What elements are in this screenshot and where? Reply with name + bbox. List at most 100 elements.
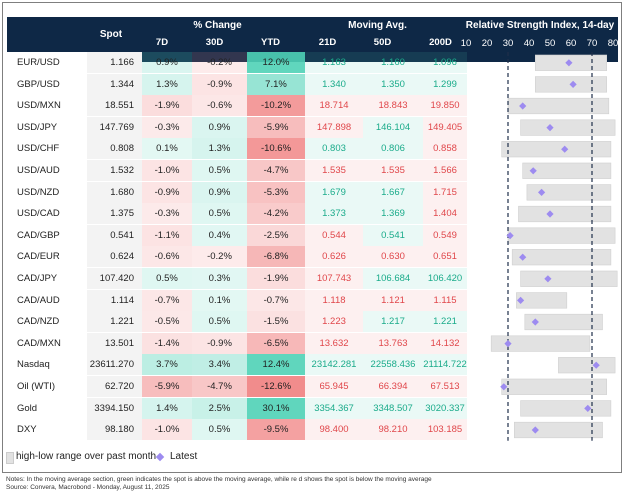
pct-change-header: % Change [193, 20, 242, 31]
table-row: USD/NZD 1.680 -0.9% 0.9% -5.3% 1.679 1.667 1.71… [7, 181, 467, 203]
change-30d: 0.3% [192, 268, 247, 289]
col-header-ytd: YTD [261, 37, 280, 48]
change-30d: 0.5% [192, 419, 247, 441]
change-7d: -1.0% [142, 419, 192, 441]
row-label: USD/MXN [7, 95, 87, 117]
change-ytd: -10.6% [247, 138, 305, 160]
change-30d: 0.4% [192, 224, 247, 246]
ma-200d: 1.715 [423, 181, 467, 203]
change-7d: 0.5% [142, 268, 192, 289]
table-row: USD/JPY 147.769 -0.3% 0.9% -5.9% 147.898 146.1… [7, 116, 467, 138]
ma-21d: 0.803 [305, 138, 363, 160]
ma-50d: 98.210 [363, 419, 423, 441]
ma-21d: 1.118 [305, 289, 363, 311]
ma-21d: 13.632 [305, 332, 363, 354]
ma-50d: 106.684 [363, 268, 423, 289]
change-ytd: 30.1% [247, 397, 305, 419]
change-ytd: -4.7% [247, 160, 305, 181]
table-row: Gold 3394.150 1.4% 2.5% 30.1% 3354.367 3348.50… [7, 397, 467, 419]
ma-50d: 22558.436 [363, 354, 423, 376]
legend-range-swatch [6, 452, 14, 464]
change-ytd: -5.9% [247, 116, 305, 138]
table-row: CAD/JPY 107.420 0.5% 0.3% -1.9% 107.743 106.68… [7, 268, 467, 289]
ma-200d: 19.850 [423, 95, 467, 117]
row-label: USD/JPY [7, 116, 87, 138]
row-label: DXY [7, 419, 87, 441]
change-30d: 3.4% [192, 354, 247, 376]
ma-21d: 98.400 [305, 419, 363, 441]
spot-value: 147.769 [87, 116, 142, 138]
ma-50d: 1.160 [363, 52, 423, 73]
table-row: EUR/USD 1.166 0.9% -0.2% 12.0% 1.163 1.160 1.09… [7, 52, 467, 73]
ma-21d: 0.544 [305, 224, 363, 246]
change-ytd: -1.5% [247, 311, 305, 333]
change-7d: -0.3% [142, 203, 192, 225]
ma-21d: 65.945 [305, 376, 363, 397]
table-row: CAD/AUD 1.114 -0.7% 0.1% -0.7% 1.118 1.121 1.11… [7, 289, 467, 311]
change-30d: -0.9% [192, 332, 247, 354]
change-ytd: -12.6% [247, 376, 305, 397]
ma-21d: 1.679 [305, 181, 363, 203]
change-30d: 0.5% [192, 160, 247, 181]
change-ytd: 7.1% [247, 73, 305, 95]
ma-200d: 0.651 [423, 246, 467, 268]
ma-21d: 1.340 [305, 73, 363, 95]
ma-200d: 149.405 [423, 116, 467, 138]
ma-50d: 1.350 [363, 73, 423, 95]
ma-21d: 107.743 [305, 268, 363, 289]
table-row: CAD/MXN 13.501 -1.4% -0.9% -6.5% 13.632 13.763… [7, 332, 467, 354]
ma-21d: 3354.367 [305, 397, 363, 419]
spot-value: 1.680 [87, 181, 142, 203]
change-7d: 0.1% [142, 138, 192, 160]
table-row: Oil (WTI) 62.720 -5.9% -4.7% -12.6% 65.945 66.… [7, 376, 467, 397]
table-row: USD/CAD 1.375 -0.3% 0.5% -4.2% 1.373 1.369 1.40… [7, 203, 467, 225]
row-label: CAD/JPY [7, 268, 87, 289]
table-row: USD/AUD 1.532 -1.0% 0.5% -4.7% 1.535 1.535 1.56… [7, 160, 467, 181]
change-ytd: -4.2% [247, 203, 305, 225]
change-ytd: -5.3% [247, 181, 305, 203]
ma-200d: 1.115 [423, 289, 467, 311]
spot-value: 13.501 [87, 332, 142, 354]
change-7d: -1.9% [142, 95, 192, 117]
ma-50d: 1.217 [363, 311, 423, 333]
change-7d: -0.3% [142, 116, 192, 138]
ma-200d: 21114.722 [423, 354, 467, 376]
spot-value: 1.532 [87, 160, 142, 181]
ma-200d: 14.132 [423, 332, 467, 354]
ma-50d: 146.104 [363, 116, 423, 138]
change-30d: 1.3% [192, 138, 247, 160]
legend-latest-label: Latest [170, 451, 198, 462]
ma-200d: 1.221 [423, 311, 467, 333]
col-header-200d: 200D [429, 37, 452, 48]
ma-200d: 67.513 [423, 376, 467, 397]
change-30d: 0.1% [192, 289, 247, 311]
change-7d: -1.0% [142, 160, 192, 181]
spot-value: 1.344 [87, 73, 142, 95]
spot-value: 0.808 [87, 138, 142, 160]
spot-value: 0.624 [87, 246, 142, 268]
table-row: GBP/USD 1.344 1.3% -0.9% 7.1% 1.340 1.350 1.299 [7, 73, 467, 95]
change-7d: -0.9% [142, 181, 192, 203]
change-30d: -0.6% [192, 95, 247, 117]
ma-21d: 18.714 [305, 95, 363, 117]
ma-50d: 1.121 [363, 289, 423, 311]
change-30d: -0.2% [192, 246, 247, 268]
spot-value: 3394.150 [87, 397, 142, 419]
ma-200d: 1.096 [423, 52, 467, 73]
row-label: CAD/GBP [7, 224, 87, 246]
spot-header: Spot [99, 29, 123, 40]
table-row: DXY 98.180 -1.0% 0.5% -9.5% 98.400 98.210 103.1… [7, 419, 467, 441]
change-30d: 0.9% [192, 116, 247, 138]
moving-avg-header: Moving Avg. [348, 20, 407, 31]
spot-value: 18.551 [87, 95, 142, 117]
col-header-30d: 30D [205, 37, 224, 48]
ma-21d: 1.535 [305, 160, 363, 181]
row-label: GBP/USD [7, 73, 87, 95]
col-header-7d: 7D [155, 37, 169, 48]
row-label: CAD/MXN [7, 332, 87, 354]
row-label: CAD/NZD [7, 311, 87, 333]
ma-50d: 66.394 [363, 376, 423, 397]
change-ytd: -10.2% [247, 95, 305, 117]
ma-50d: 0.806 [363, 138, 423, 160]
ma-200d: 103.185 [423, 419, 467, 441]
